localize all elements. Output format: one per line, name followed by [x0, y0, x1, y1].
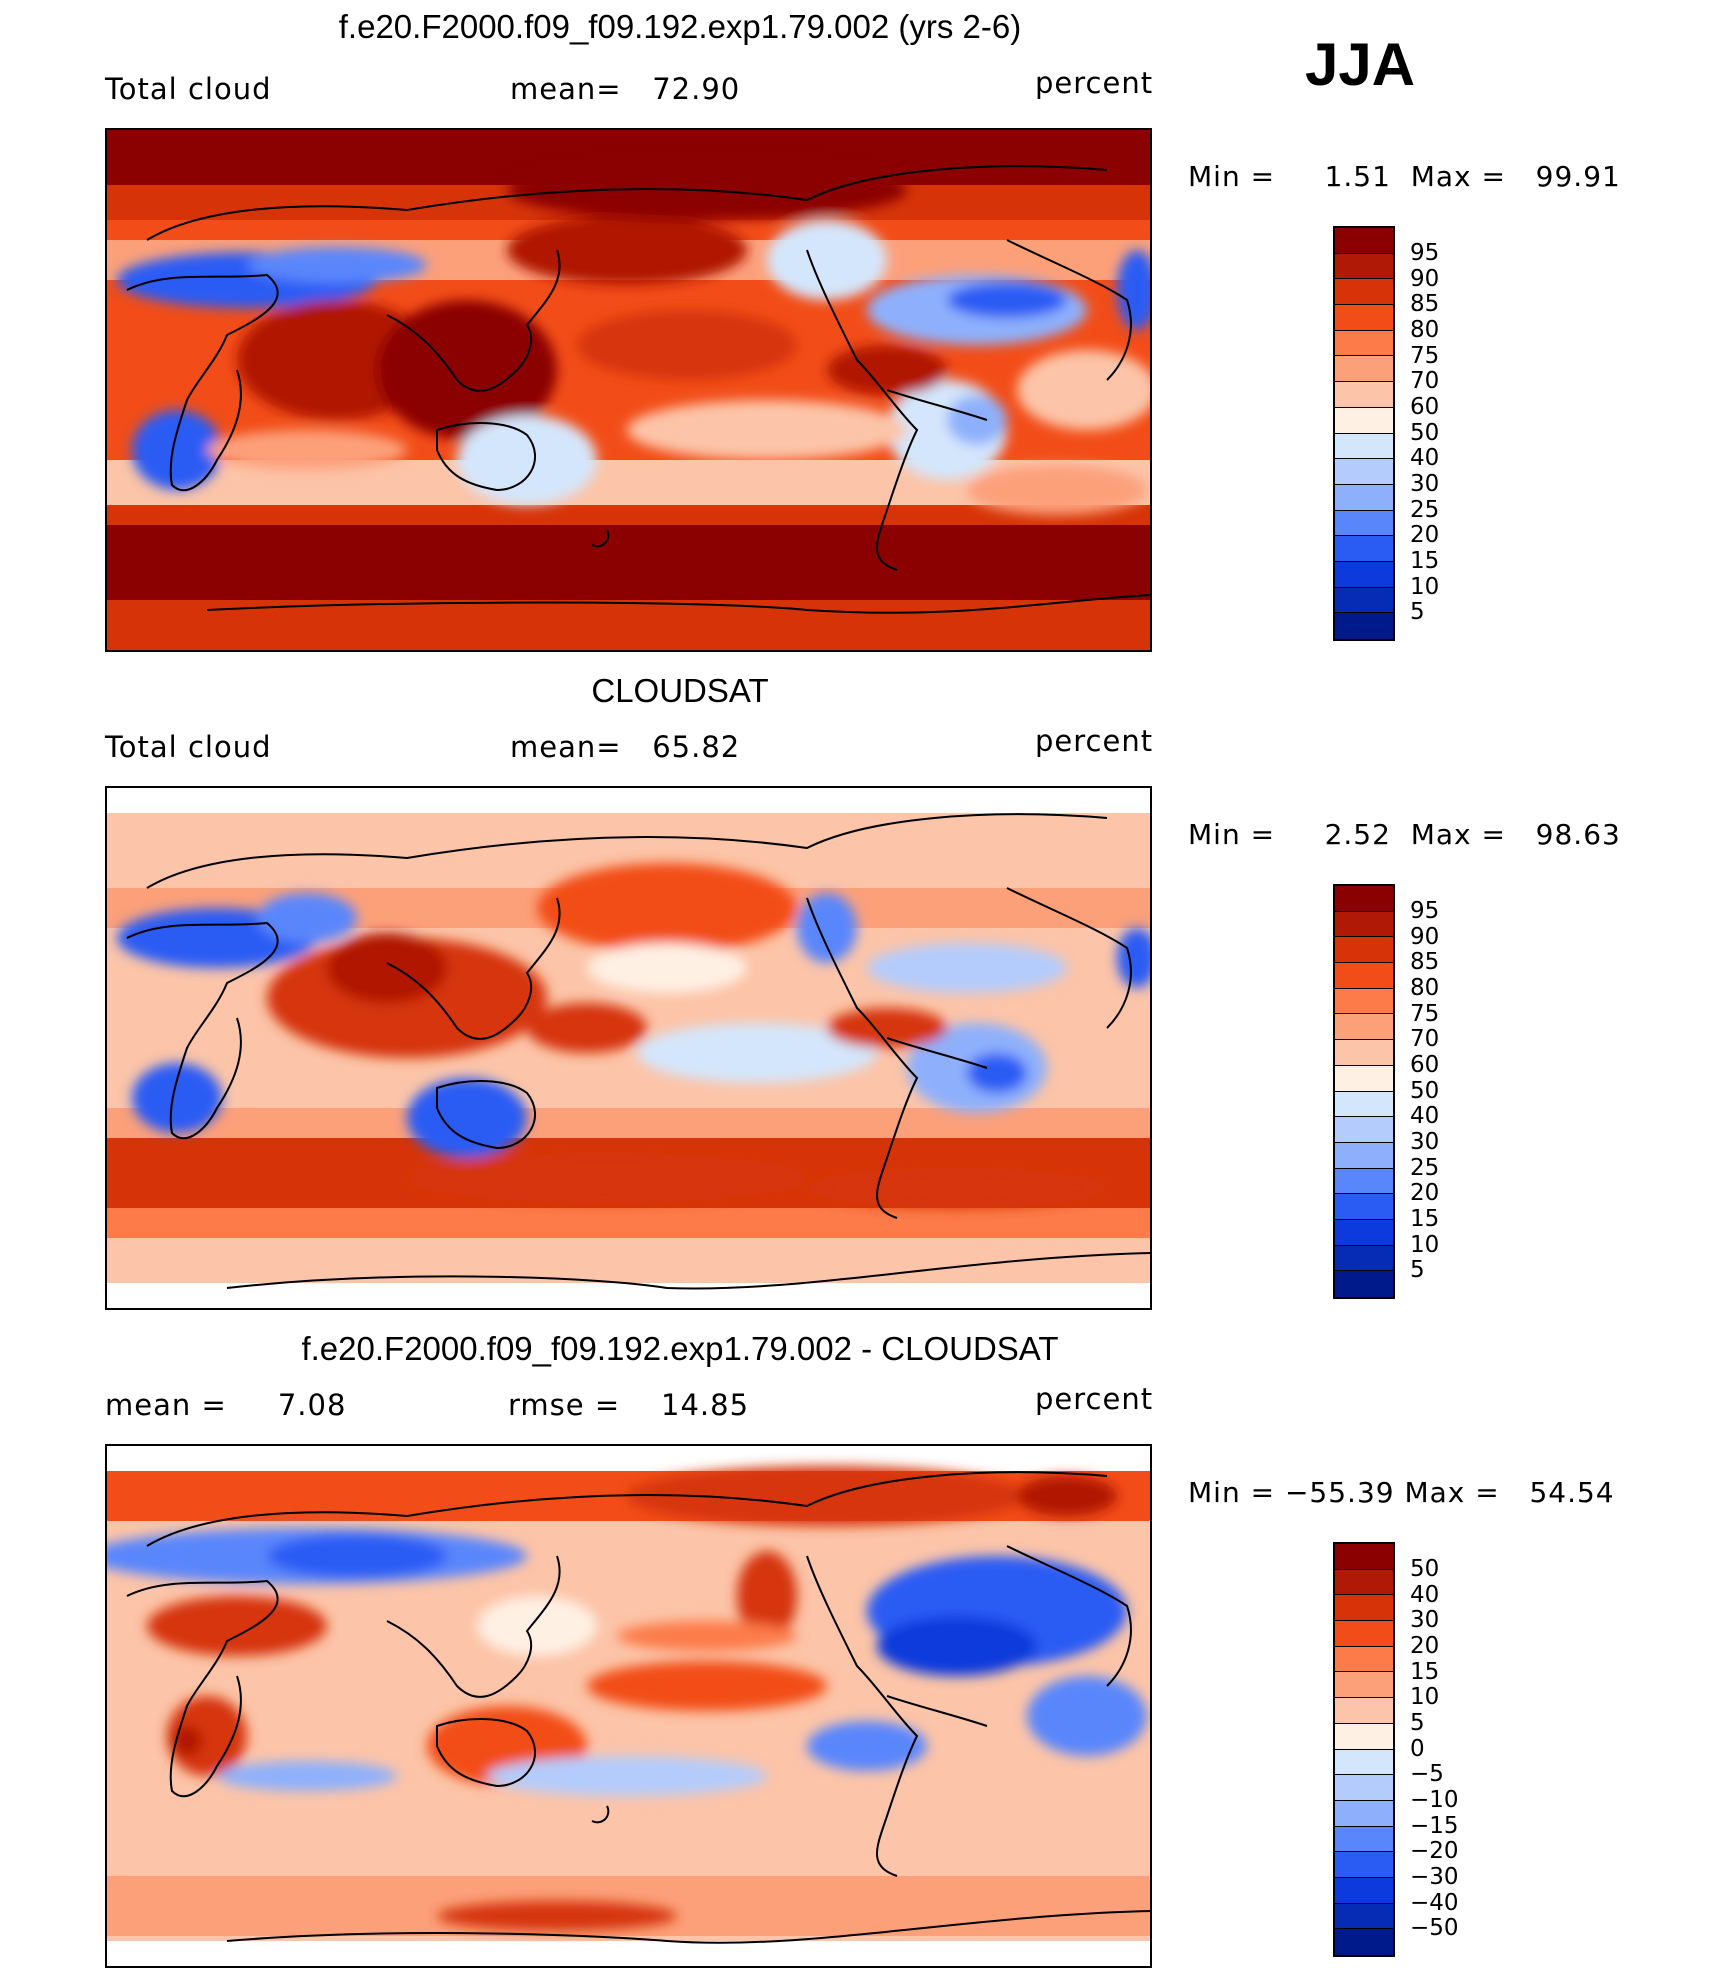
coastlines: [126, 165, 1150, 614]
panel3-minmax: Min = −55.39 Max = 54.54: [1188, 1476, 1615, 1509]
colorbar-difference: [1333, 1542, 1395, 1957]
panel2-variable-label: Total cloud: [105, 730, 272, 764]
cloudsat-field: [107, 813, 1150, 1283]
map-panel-difference: [105, 1444, 1152, 1968]
panel2-mean: mean= 65.82: [510, 730, 741, 764]
colorbar-level: 80: [1410, 975, 1440, 1001]
colorbar-level: 30: [1410, 471, 1440, 497]
colorbar-level: 70: [1410, 1026, 1440, 1052]
colorbar-level: 40: [1410, 445, 1440, 471]
model-field: [107, 130, 1150, 650]
colorbar-level: 20: [1410, 522, 1440, 548]
colorbar-level: 5: [1410, 599, 1425, 625]
colorbar-level: 90: [1410, 924, 1440, 950]
colorbar-level: 95: [1410, 240, 1440, 266]
colorbar-level: 75: [1410, 1001, 1440, 1027]
colorbar-level: 15: [1410, 1659, 1440, 1685]
colorbar-level: 0: [1410, 1736, 1425, 1762]
colorbar-level: 10: [1410, 1684, 1440, 1710]
colorbar-level: 5: [1410, 1710, 1425, 1736]
colorbar-level: 40: [1410, 1103, 1440, 1129]
panel1-variable-label: Total cloud: [105, 72, 272, 106]
colorbar-level: −15: [1410, 1813, 1459, 1839]
difference-field: [107, 1466, 1150, 1941]
colorbar-model: [1333, 226, 1395, 641]
panel1-units: percent: [1035, 66, 1154, 100]
colorbar-level: 50: [1410, 1556, 1440, 1582]
colorbar-level: 95: [1410, 898, 1440, 924]
colorbar-level: 10: [1410, 574, 1440, 600]
colorbar-level: 15: [1410, 1206, 1440, 1232]
panel3-mean: mean = 7.08: [105, 1388, 347, 1422]
colorbar-level: 50: [1410, 1078, 1440, 1104]
colorbar-level: 15: [1410, 548, 1440, 574]
coastlines: [126, 813, 1150, 1290]
colorbar-level: 85: [1410, 291, 1440, 317]
colorbar-level: 30: [1410, 1607, 1440, 1633]
colorbar-level: 80: [1410, 317, 1440, 343]
colorbar-level: −30: [1410, 1864, 1459, 1890]
colorbar-level: 75: [1410, 343, 1440, 369]
colorbar-level: 40: [1410, 1582, 1440, 1608]
colorbar-level: 25: [1410, 497, 1440, 523]
colorbar-cloudsat: [1333, 884, 1395, 1299]
colorbar-level: −10: [1410, 1787, 1459, 1813]
colorbar-level: 60: [1410, 1052, 1440, 1078]
map-panel-model: [105, 128, 1152, 652]
panel3-title: f.e20.F2000.f09_f09.192.exp1.79.002 - CL…: [301, 1330, 1059, 1367]
colorbar-level: 85: [1410, 949, 1440, 975]
panel2-title: CLOUDSAT: [591, 672, 769, 709]
colorbar-level: −5: [1410, 1761, 1444, 1787]
panel3-units: percent: [1035, 1382, 1154, 1416]
panel1-title: f.e20.F2000.f09_f09.192.exp1.79.002 (yrs…: [338, 8, 1022, 45]
panel1-mean: mean= 72.90: [510, 72, 741, 106]
colorbar-level: 10: [1410, 1232, 1440, 1258]
model-cloud-map: [107, 130, 1150, 650]
colorbar-level: −20: [1410, 1838, 1459, 1864]
panel2-units: percent: [1035, 724, 1154, 758]
map-panel-cloudsat: [105, 786, 1152, 1310]
colorbar-level: −50: [1410, 1915, 1459, 1941]
colorbar-level: 90: [1410, 266, 1440, 292]
season-label: JJA: [1305, 31, 1416, 98]
colorbar-level: 60: [1410, 394, 1440, 420]
panel2-minmax: Min = 2.52 Max = 98.63: [1188, 818, 1621, 851]
colorbar-level: 20: [1410, 1180, 1440, 1206]
cloudsat-cloud-map: [107, 788, 1150, 1308]
colorbar-level: −40: [1410, 1890, 1459, 1916]
colorbar-level: 30: [1410, 1129, 1440, 1155]
colorbar-level: 20: [1410, 1633, 1440, 1659]
panel3-rmse: rmse = 14.85: [508, 1388, 750, 1422]
coastlines: [126, 1471, 1150, 1944]
colorbar-level: 25: [1410, 1155, 1440, 1181]
colorbar-level: 70: [1410, 368, 1440, 394]
colorbar-level: 50: [1410, 420, 1440, 446]
panel1-minmax: Min = 1.51 Max = 99.91: [1188, 160, 1621, 193]
colorbar-level: 5: [1410, 1257, 1425, 1283]
difference-map: [107, 1446, 1150, 1966]
